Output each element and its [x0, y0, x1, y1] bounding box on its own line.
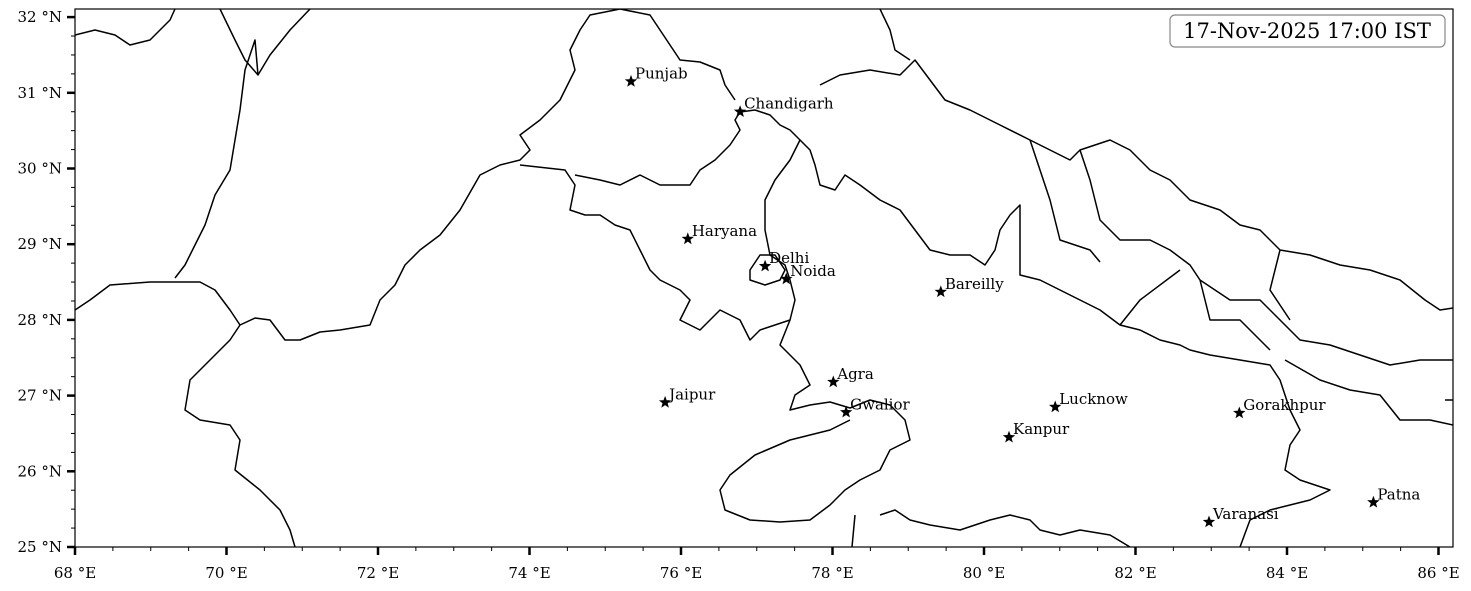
city-label: Varanasi	[1212, 505, 1279, 523]
border-uttarakhand	[879, 9, 911, 61]
city-label: Agra	[836, 365, 874, 383]
city-label: Haryana	[692, 222, 757, 240]
y-tick-label: 31 °N	[18, 84, 62, 102]
y-tick-label: 28 °N	[18, 311, 62, 329]
border-nepal-internal	[1029, 139, 1453, 366]
city-label: Gwalior	[850, 395, 910, 413]
border-up-west	[799, 139, 1331, 547]
border-india-pakistan	[239, 9, 736, 341]
star-icon	[658, 395, 672, 408]
border-rajasthan-west	[184, 324, 296, 547]
y-tick-label: 29 °N	[18, 235, 62, 253]
star-icon	[624, 74, 638, 87]
city-bareilly: Bareilly	[934, 275, 1004, 298]
plot-frame	[74, 8, 1454, 548]
star-icon	[733, 105, 747, 117]
y-tick-label: 32 °N	[18, 8, 62, 26]
border-north	[75, 9, 311, 76]
y-tick-label: 30 °N	[18, 160, 62, 178]
city-gorakhpur: Gorakhpur	[1233, 396, 1326, 419]
x-tick-label: 84 °E	[1266, 564, 1308, 582]
city-label: Delhi	[769, 249, 809, 267]
y-tick-label: 26 °N	[18, 462, 62, 480]
city-label: Kanpur	[1013, 420, 1070, 438]
city-jaipur: Jaipur	[658, 385, 716, 408]
x-tick-label: 68 °E	[54, 564, 96, 582]
y-tick-label: 27 °N	[18, 387, 62, 405]
border-delhi	[749, 254, 786, 286]
star-icon	[827, 375, 840, 388]
star-icon	[1202, 515, 1216, 528]
star-icon	[840, 405, 853, 418]
city-noida: Noida	[780, 262, 836, 285]
city-kanpur: Kanpur	[1002, 420, 1070, 443]
border-up-south	[719, 319, 1131, 547]
x-tick-label: 74 °E	[508, 564, 550, 582]
city-label: Jaipur	[667, 385, 716, 403]
city-haryana: Haryana	[681, 222, 757, 245]
title-box: 17-Nov-2025 17:00 IST	[1169, 14, 1446, 48]
border-bihar	[1119, 269, 1453, 426]
city-punjab: Punjab	[624, 64, 688, 87]
boundaries	[75, 9, 1453, 547]
city-label: Patna	[1377, 485, 1420, 503]
star-icon	[934, 285, 947, 298]
axis-ticks: 68 °E 70 °E 72 °E 74 °E 76 °E 78 °E 80 °E 82 °E…	[18, 8, 1460, 582]
map-title: 17-Nov-2025 17:00 IST	[1183, 19, 1431, 43]
city-label: Punjab	[635, 64, 688, 82]
city-agra: Agra	[827, 365, 874, 388]
city-label: Bareilly	[945, 275, 1004, 293]
star-icon	[1233, 406, 1246, 419]
border-nepal	[819, 59, 1453, 311]
city-label: Chandigarh	[744, 95, 834, 113]
star-icon	[780, 272, 793, 285]
city-label: Lucknow	[1059, 390, 1128, 408]
city-delhi: Delhi	[758, 249, 809, 272]
x-tick-label: 70 °E	[205, 564, 247, 582]
city-label: Noida	[790, 262, 836, 280]
border-pakistan-afghanistan	[75, 281, 241, 326]
star-icon	[1367, 495, 1380, 508]
city-chandigarh: Chandigarh	[733, 95, 834, 117]
border-pakistan-west	[174, 9, 259, 279]
x-tick-label: 82 °E	[1114, 564, 1156, 582]
star-icon	[1002, 430, 1016, 443]
x-tick-label: 86 °E	[1417, 564, 1459, 582]
star-icon	[681, 232, 694, 245]
city-lucknow: Lucknow	[1049, 390, 1128, 413]
x-tick-label: 80 °E	[963, 564, 1005, 582]
city-label: Gorakhpur	[1243, 396, 1326, 414]
x-tick-label: 76 °E	[660, 564, 702, 582]
city-varanasi: Varanasi	[1202, 505, 1279, 528]
star-icon	[1049, 400, 1062, 413]
x-tick-label: 78 °E	[811, 564, 853, 582]
x-tick-label: 72 °E	[357, 564, 399, 582]
y-tick-label: 25 °N	[18, 538, 62, 556]
city-gwalior: Gwalior	[840, 395, 911, 418]
star-icon	[758, 259, 772, 272]
border-punjab-haryana	[519, 109, 801, 341]
city-patna: Patna	[1367, 485, 1420, 508]
